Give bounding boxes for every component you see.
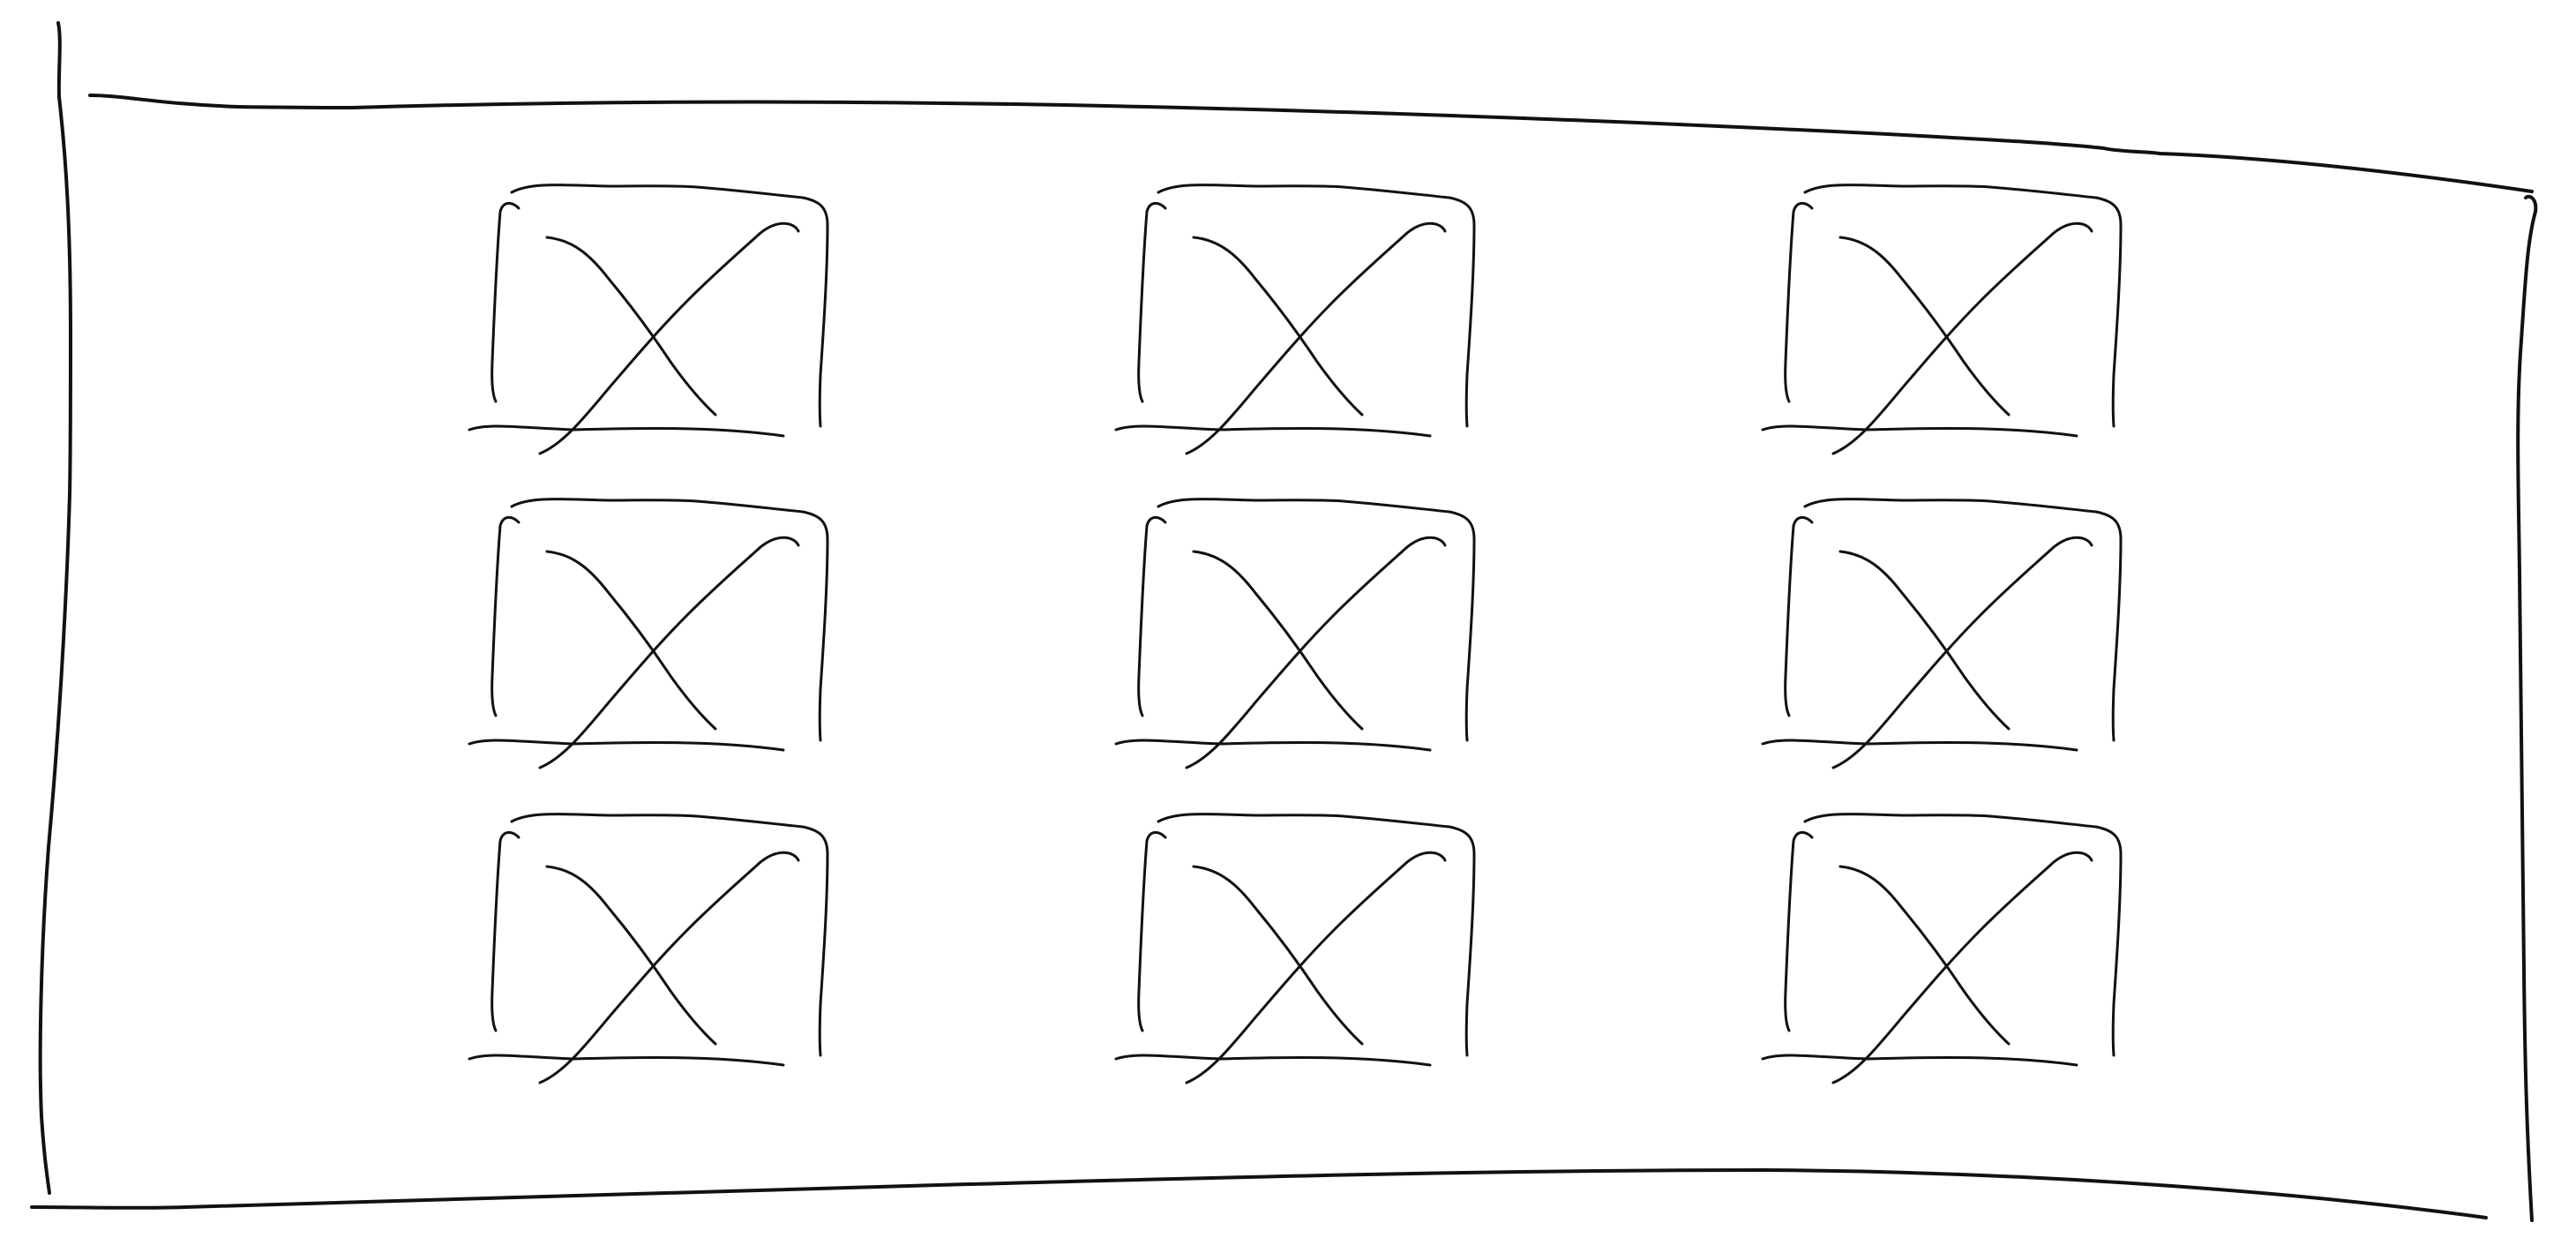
image-placeholder-icon: [1114, 813, 1476, 1084]
image-placeholder-icon: [1114, 498, 1476, 769]
image-placeholder-icon: [468, 184, 829, 455]
image-placeholder-icon: [468, 498, 829, 769]
image-placeholder-icon: [1761, 184, 2123, 455]
image-placeholder-icon: [468, 813, 829, 1084]
image-placeholder-grid: [468, 184, 2123, 1084]
image-placeholder-icon: [1114, 184, 1476, 455]
image-placeholder-icon: [1761, 498, 2123, 769]
page-frame: [30, 21, 2538, 1222]
image-placeholder-icon: [1761, 813, 2123, 1084]
